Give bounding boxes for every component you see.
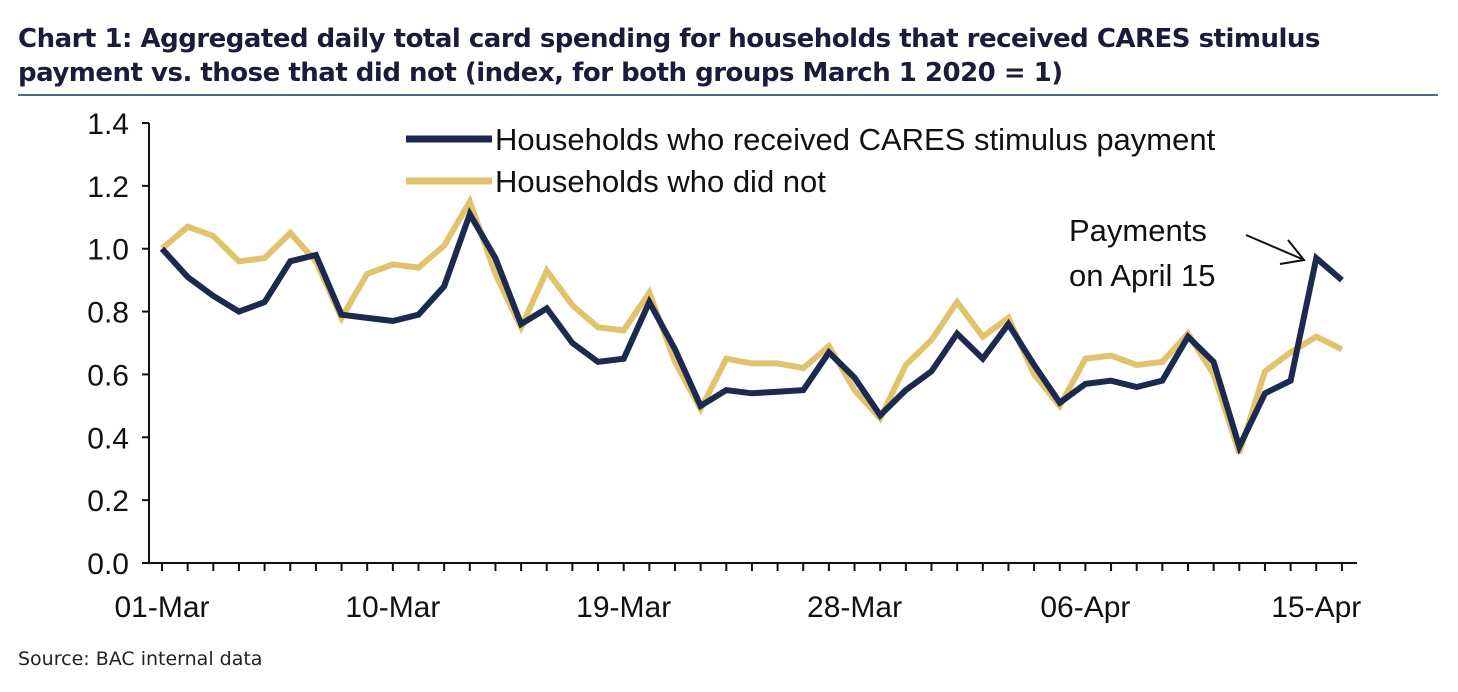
y-tick-label: 1.4 (87, 108, 129, 141)
x-tick-label: 01-Mar (114, 591, 209, 624)
annotation-line-2: on April 15 (1069, 258, 1216, 293)
y-axis: 0.0 0.2 0.4 0.6 0.8 1.0 1.2 1.4 (87, 108, 150, 581)
x-tick-label: 15-Apr (1271, 591, 1361, 624)
y-tick-label: 0.0 (87, 548, 129, 581)
series-line-received (159, 206, 1344, 455)
legend-label-received: Households who received CARES stimulus p… (495, 122, 1216, 157)
x-tick-label: 19-Mar (576, 591, 671, 624)
x-tick-group: 01-Mar 10-Mar 19-Mar 28-Mar 06-Apr 15-Apr (114, 563, 1361, 624)
y-tick-label: 0.2 (87, 485, 129, 518)
y-tick-label: 0.6 (87, 359, 129, 392)
legend: Households who received CARES stimulus p… (406, 122, 1216, 199)
y-tick-label: 1.0 (87, 234, 129, 267)
annotation-arrow-shaft (1245, 234, 1303, 260)
legend-item-received: Households who received CARES stimulus p… (406, 122, 1216, 157)
y-tick-label: 1.2 (87, 171, 129, 204)
source-note: Source: BAC internal data (18, 648, 263, 670)
title-divider (18, 94, 1438, 96)
chart-title: Chart 1: Aggregated daily total card spe… (18, 24, 1320, 88)
x-tick-label: 06-Apr (1040, 591, 1130, 624)
legend-label-did-not: Households who did not (495, 164, 826, 199)
x-tick-label: 10-Mar (345, 591, 440, 624)
line-chart: 0.0 0.2 0.4 0.6 0.8 1.0 1.2 1.4 01-Mar 10-Mar 19-… (87, 108, 1361, 624)
series-line-did-not (160, 194, 1344, 454)
annotation: Payments on April 15 (1069, 213, 1306, 293)
y-tick-label: 0.4 (87, 422, 129, 455)
x-axis: 01-Mar 10-Mar 19-Mar 28-Mar 06-Apr 15-Apr (114, 562, 1361, 624)
annotation-arrow-head (1279, 239, 1306, 265)
series-group (159, 194, 1344, 455)
y-tick-group: 0.0 0.2 0.4 0.6 0.8 1.0 1.2 1.4 (87, 108, 149, 581)
legend-item-did-not: Households who did not (406, 164, 826, 199)
y-tick-label: 0.8 (87, 297, 129, 330)
annotation-line-1: Payments (1069, 213, 1207, 248)
x-tick-label: 28-Mar (807, 591, 902, 624)
